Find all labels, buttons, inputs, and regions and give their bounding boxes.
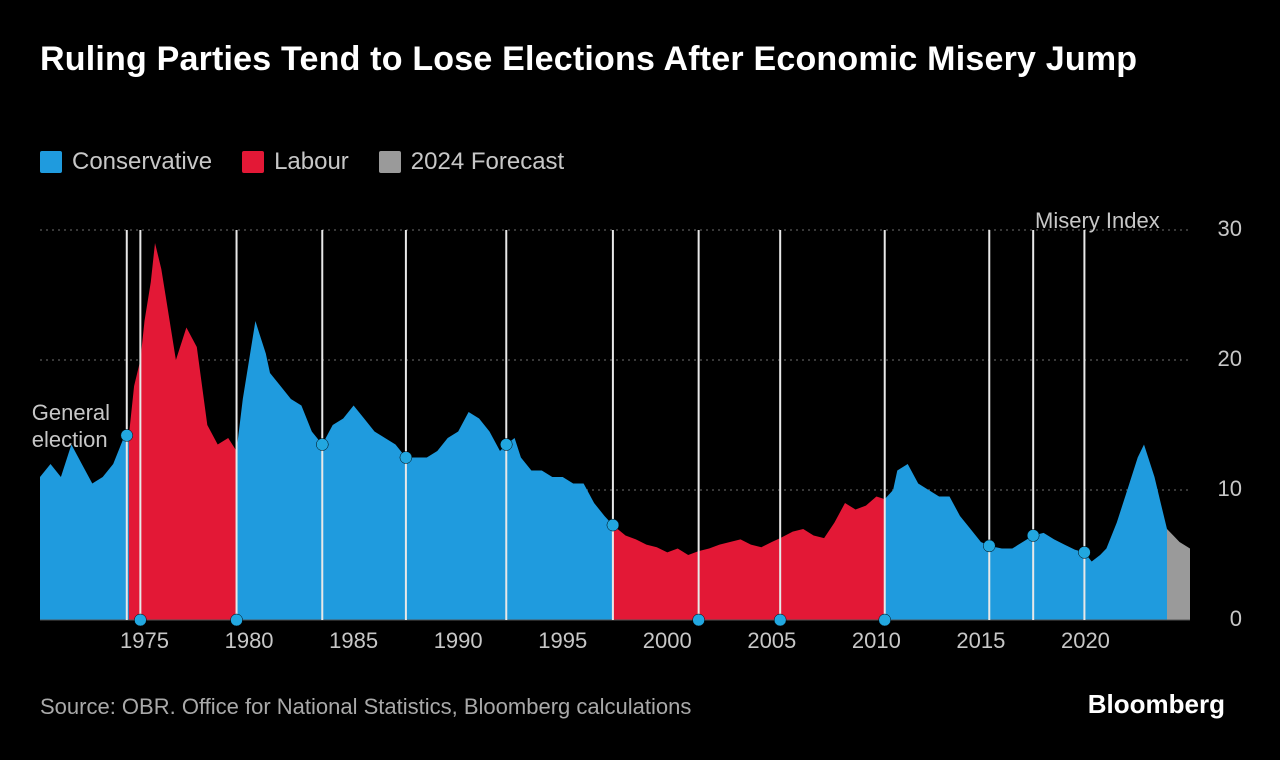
legend-swatch — [242, 151, 264, 173]
y-tick-label: 20 — [1202, 346, 1242, 372]
legend-swatch — [40, 151, 62, 173]
y-tick-label: 0 — [1202, 606, 1242, 632]
chart-plot-area: General election Misery Index 1975198019… — [40, 200, 1220, 650]
x-tick-label: 1995 — [533, 628, 593, 654]
chart-title: Ruling Parties Tend to Lose Elections Af… — [40, 38, 1220, 81]
x-tick-label: 2010 — [846, 628, 906, 654]
y-tick-label: 30 — [1202, 216, 1242, 242]
legend-item-conservative: Conservative — [40, 148, 212, 176]
source-text: Source: OBR. Office for National Statist… — [40, 694, 691, 720]
brand-logo: Bloomberg — [1088, 689, 1225, 720]
annotation-line2: election — [32, 427, 108, 452]
legend-label: 2024 Forecast — [411, 148, 564, 176]
x-tick-label: 2005 — [742, 628, 802, 654]
y-tick-label: 10 — [1202, 476, 1242, 502]
annotation-general-election: General election — [32, 400, 110, 453]
x-tick-label: 1990 — [428, 628, 488, 654]
legend-label: Conservative — [72, 148, 212, 176]
x-tick-label: 1980 — [219, 628, 279, 654]
chart-container: Ruling Parties Tend to Lose Elections Af… — [0, 0, 1280, 760]
legend-item-labour: Labour — [242, 148, 349, 176]
x-tick-label: 2020 — [1055, 628, 1115, 654]
x-tick-label: 1985 — [324, 628, 384, 654]
legend-item-forecast: 2024 Forecast — [379, 148, 564, 176]
x-tick-label: 2015 — [951, 628, 1011, 654]
legend-swatch — [379, 151, 401, 173]
legend: Conservative Labour 2024 Forecast — [40, 148, 564, 176]
x-tick-label: 2000 — [637, 628, 697, 654]
x-tick-label: 1975 — [115, 628, 175, 654]
chart-svg — [40, 200, 1220, 650]
y-axis-title: Misery Index — [1035, 208, 1160, 234]
annotation-line1: General — [32, 400, 110, 425]
legend-label: Labour — [274, 148, 349, 176]
